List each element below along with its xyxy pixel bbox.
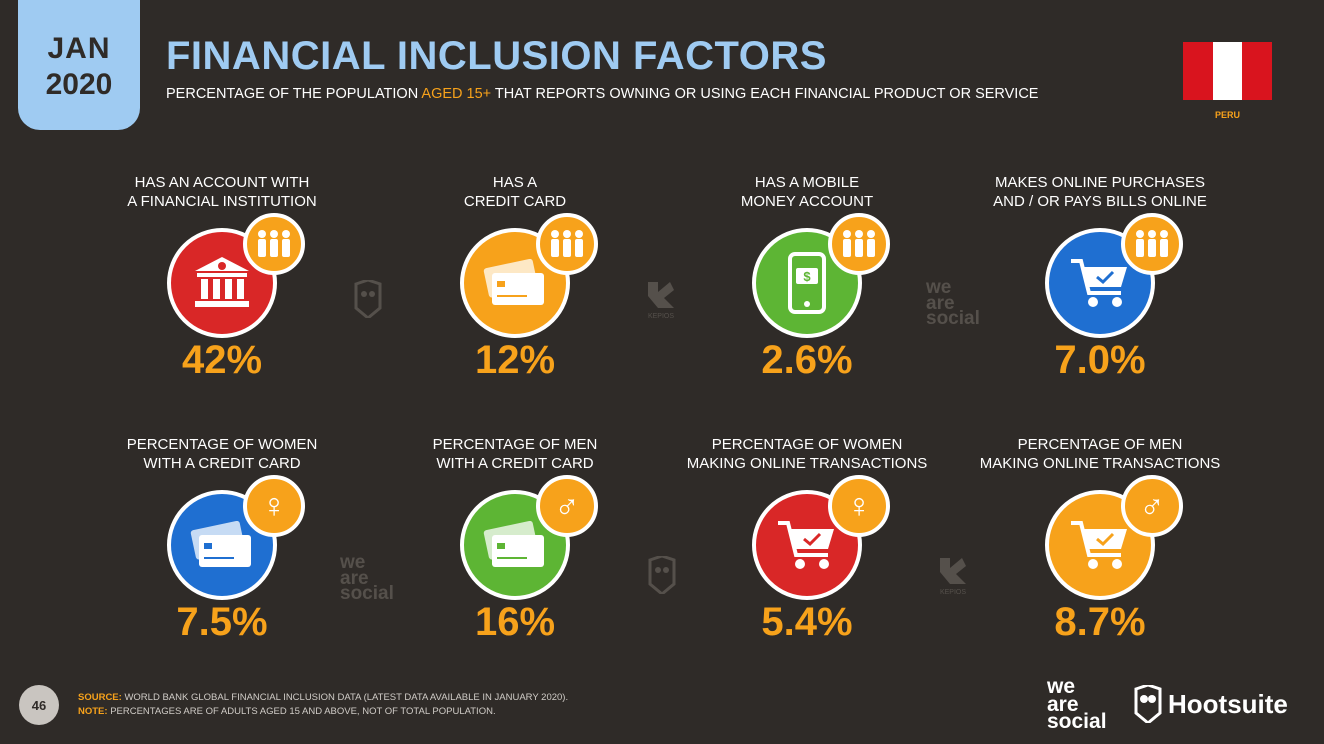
male-symbol-icon: ♂ xyxy=(1121,475,1183,537)
date-year: 2020 xyxy=(45,68,113,101)
tile-label: PERCENTAGE OF MEN WITH A CREDIT CARD xyxy=(432,436,598,472)
people-icon xyxy=(536,213,598,275)
tile-value: 8.7% xyxy=(1054,600,1146,644)
tile-value: 2.6% xyxy=(761,338,853,382)
tile-label: HAS A CREDIT CARD xyxy=(463,174,567,210)
country-label: PERU xyxy=(1214,110,1240,120)
kepios-watermark-icon: KEPIOS xyxy=(646,280,676,325)
male-symbol-icon: ♂ xyxy=(536,475,598,537)
date-month: JAN xyxy=(47,32,111,65)
page-number: 46 xyxy=(19,685,59,725)
peru-flag-icon xyxy=(1183,42,1273,100)
credit-card-icon xyxy=(460,490,570,600)
owl-icon xyxy=(1134,685,1162,723)
shopping-cart-icon xyxy=(1045,228,1155,338)
people-icon xyxy=(828,213,890,275)
female-symbol-icon: ♀ xyxy=(243,475,305,537)
owl-watermark-icon xyxy=(648,554,676,599)
credit-card-icon xyxy=(167,490,277,600)
source-note: SOURCE: WORLD BANK GLOBAL FINANCIAL INCL… xyxy=(78,692,569,703)
tile-label: PERCENTAGE OF MEN MAKING ONLINE TRANSACTI… xyxy=(979,436,1221,472)
page-subtitle: PERCENTAGE OF THE POPULATION AGED 15+ TH… xyxy=(166,86,1038,102)
subtitle-highlight: AGED 15+ xyxy=(421,86,492,102)
tile-label: HAS A MOBILE MONEY ACCOUNT xyxy=(740,174,874,210)
date-badge: JAN 2020 xyxy=(18,0,140,130)
svg-text:KEPIOS: KEPIOS xyxy=(940,589,966,596)
female-symbol-icon: ♀ xyxy=(828,475,890,537)
subtitle-after: THAT REPORTS OWNING OR USING EACH FINANC… xyxy=(494,86,1039,102)
tile-label: PERCENTAGE OF WOMEN WITH A CREDIT CARD xyxy=(126,436,318,472)
percentage-note: NOTE: PERCENTAGES ARE OF ADULTS AGED 15 … xyxy=(78,706,496,717)
people-icon xyxy=(1121,213,1183,275)
tile-value: 12% xyxy=(474,338,556,382)
hootsuite-name: Hootsuite xyxy=(1168,688,1288,719)
hootsuite-logo: Hootsuite xyxy=(1134,684,1288,724)
tile-label: PERCENTAGE OF WOMEN MAKING ONLINE TRANSAC… xyxy=(686,436,928,472)
tile-label: MAKES ONLINE PURCHASES AND / OR PAYS BILL… xyxy=(993,174,1207,210)
svg-text:KEPIOS: KEPIOS xyxy=(648,313,674,320)
tile-value: 7.5% xyxy=(176,600,268,644)
svg-text:$: $ xyxy=(803,269,811,284)
we-are-social-watermark: we are social xyxy=(340,552,394,605)
tile-value: 7.0% xyxy=(1054,338,1146,382)
credit-card-icon xyxy=(460,228,570,338)
tile-value: 5.4% xyxy=(761,600,853,644)
people-icon xyxy=(243,213,305,275)
we-are-social-watermark: we are social xyxy=(926,277,980,330)
subtitle-before: PERCENTAGE OF THE POPULATION xyxy=(166,86,419,102)
tile-value: 16% xyxy=(474,600,556,644)
kepios-watermark-icon: KEPIOS xyxy=(938,556,968,601)
owl-watermark-icon xyxy=(354,278,382,323)
tile-value: 42% xyxy=(181,338,263,382)
page-title: FINANCIAL INCLUSION FACTORS xyxy=(166,34,827,78)
tile-label: HAS AN ACCOUNT WITH A FINANCIAL INSTITUTI… xyxy=(127,174,317,210)
we-are-social-logo: we are social xyxy=(1047,675,1107,734)
